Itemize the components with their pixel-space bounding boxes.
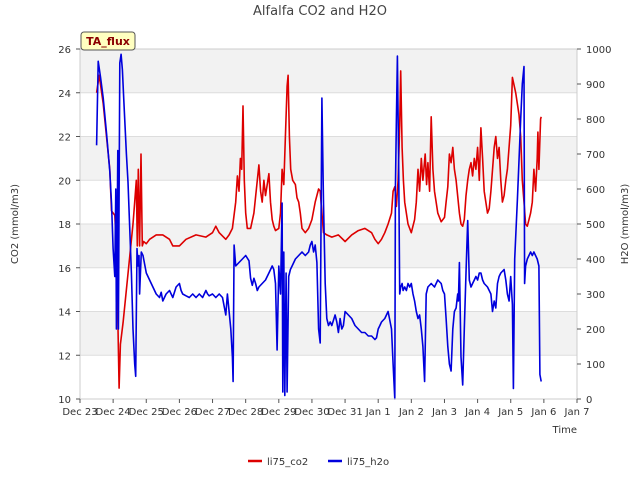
x-tick-label: Dec 30 bbox=[294, 407, 329, 418]
y-right-tick-label: 400 bbox=[586, 255, 605, 266]
plot-band bbox=[80, 180, 577, 224]
y-right-tick-label: 700 bbox=[586, 150, 605, 161]
chart-title: Alfalfa CO2 and H2O bbox=[253, 4, 387, 19]
x-tick-label: Dec 27 bbox=[195, 407, 230, 418]
legend-label-h2o: li75_h2o bbox=[347, 457, 389, 468]
y-right-tick-label: 900 bbox=[586, 80, 605, 91]
y-right-tick-label: 300 bbox=[586, 290, 605, 301]
plot-band bbox=[80, 49, 577, 93]
series-layer bbox=[95, 53, 542, 400]
badge-label: TA_flux bbox=[86, 35, 130, 48]
series-line-li75_co2 bbox=[95, 70, 542, 389]
y-left-tick-label: 10 bbox=[58, 395, 71, 406]
x-tick-label: Jan 1 bbox=[365, 407, 391, 418]
plot-band bbox=[80, 311, 577, 356]
x-tick-label: Dec 24 bbox=[96, 407, 131, 418]
y-right-tick-label: 100 bbox=[586, 360, 605, 371]
y-left-tick-label: 26 bbox=[58, 45, 71, 56]
badge-box bbox=[80, 31, 136, 51]
x-tick-label: Dec 31 bbox=[327, 407, 362, 418]
plot-band bbox=[80, 355, 577, 399]
legend-label-co2: li75_co2 bbox=[267, 457, 308, 468]
x-tick-label: Dec 23 bbox=[62, 407, 97, 418]
x-tick-label: Jan 6 bbox=[530, 407, 556, 418]
y-right-tick-label: 500 bbox=[586, 220, 605, 231]
y-left-tick-label: 18 bbox=[58, 220, 71, 231]
x-tick-label: Dec 26 bbox=[162, 407, 197, 418]
y-axis-left-label: CO2 (mmol/m3) bbox=[10, 184, 21, 264]
x-tick-label: Dec 25 bbox=[129, 407, 164, 418]
y-left-tick-label: 16 bbox=[58, 264, 71, 275]
y-right-tick-label: 200 bbox=[586, 325, 605, 336]
series-line-li75_h2o bbox=[95, 53, 542, 400]
y-right-tick-label: 600 bbox=[586, 185, 605, 196]
y-left-tick-label: 14 bbox=[58, 308, 71, 319]
x-tick-label: Jan 4 bbox=[464, 407, 490, 418]
y-left-tick-label: 12 bbox=[58, 351, 71, 362]
y-right-tick-label: 800 bbox=[586, 115, 605, 126]
plot-band bbox=[80, 92, 577, 137]
y-left-tick-label: 22 bbox=[58, 133, 71, 144]
x-tick-label: Jan 5 bbox=[497, 407, 523, 418]
plot-band bbox=[80, 136, 577, 181]
y-right-tick-label: 1000 bbox=[586, 45, 611, 56]
y-left-tick-label: 20 bbox=[58, 176, 71, 187]
x-tick-label: Jan 2 bbox=[398, 407, 424, 418]
x-tick-label: Dec 29 bbox=[261, 407, 296, 418]
x-tick-label: Jan 3 bbox=[431, 407, 457, 418]
legend: li75_co2 li75_h2o bbox=[248, 457, 389, 468]
x-tick-label: Dec 28 bbox=[228, 407, 263, 418]
y-axis-right: 0 100 200 300 400 500 600 700 800 900 1000 bbox=[577, 45, 611, 406]
ta-flux-badge: TA_flux bbox=[80, 31, 136, 51]
y-right-tick-label: 0 bbox=[586, 395, 592, 406]
x-tick-label: Jan 7 bbox=[564, 407, 590, 418]
x-axis-label: Time bbox=[552, 425, 577, 436]
y-axis-right-label: H2O (mmol/m3) bbox=[620, 184, 631, 265]
y-left-tick-label: 24 bbox=[58, 89, 71, 100]
plot-band bbox=[80, 224, 577, 268]
y-axis-left: 10 12 14 16 18 20 22 24 26 bbox=[58, 45, 80, 406]
